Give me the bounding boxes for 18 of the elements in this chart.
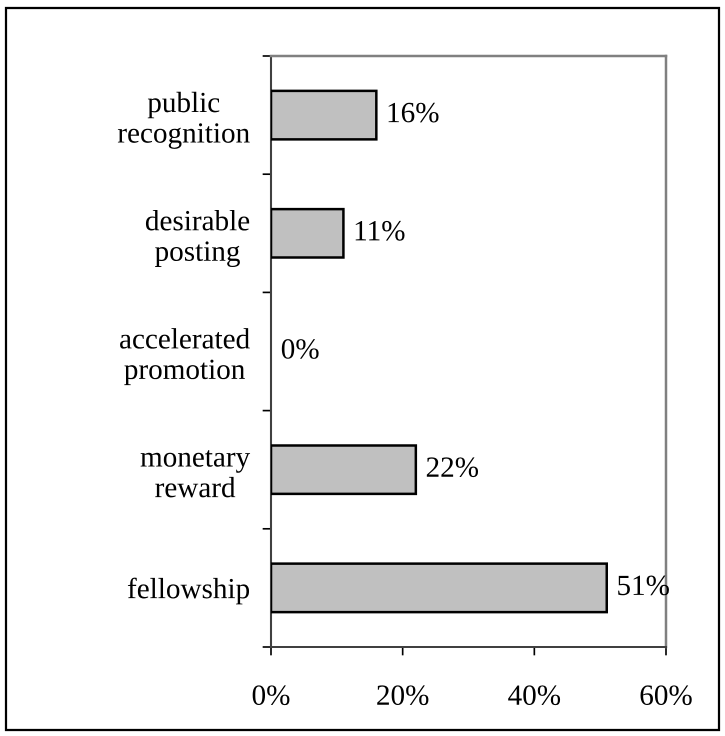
data-label: 0% (282, 339, 319, 359)
data-label: 16% (388, 102, 439, 122)
x-tick-label: 40% (508, 685, 560, 706)
y-tick-label: monetary reward (140, 450, 250, 498)
x-tick-label: 0% (252, 685, 290, 706)
y-tick-label: public recognition (118, 92, 250, 149)
bar (271, 90, 378, 141)
y-tick-label: desirable posting (146, 210, 250, 268)
y-tick-label: fellowship (128, 578, 250, 604)
x-tick-label: 60% (640, 685, 692, 706)
data-label: 11% (356, 220, 405, 241)
data-label: 51% (618, 576, 669, 596)
y-tick-label: accelerated promotion (120, 328, 250, 386)
x-tick-label: 20% (377, 685, 428, 706)
bar (271, 208, 345, 259)
bar (271, 562, 608, 614)
data-label: 22% (426, 457, 478, 478)
bar (271, 444, 418, 496)
